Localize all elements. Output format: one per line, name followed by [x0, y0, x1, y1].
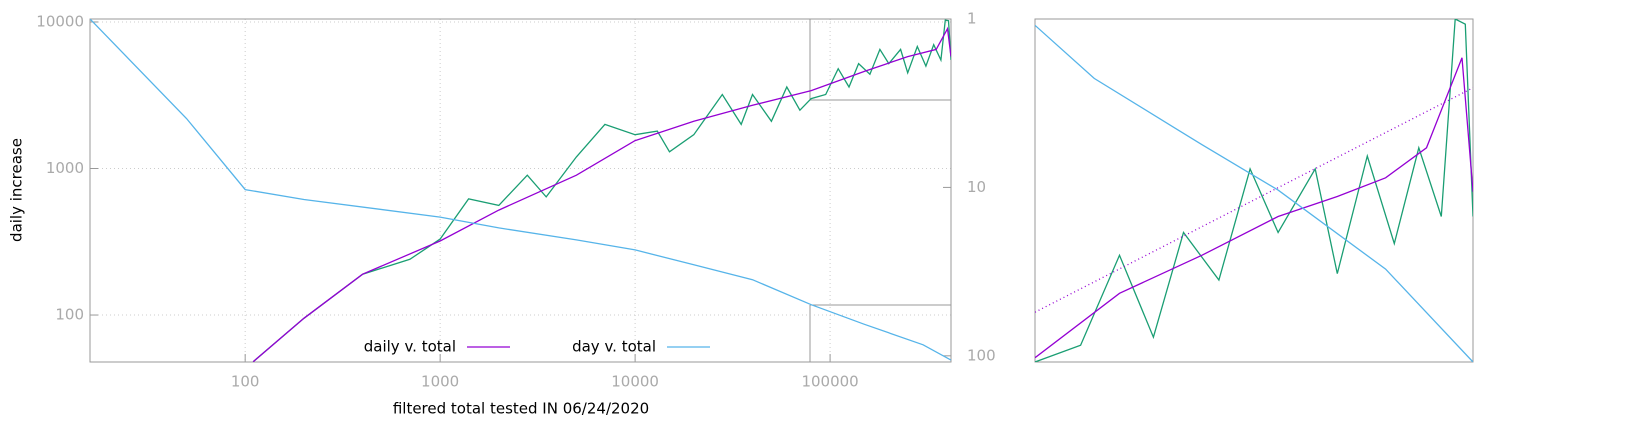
- plot-area: [1035, 19, 1473, 362]
- legend-label: daily v. total: [364, 338, 456, 356]
- x-tick-label: 10000: [611, 373, 659, 391]
- y-tick-label: 1000: [46, 159, 84, 177]
- y-tick-label: 10000: [36, 12, 84, 30]
- y-tick-label: 100: [55, 306, 84, 324]
- y2-tick-label: 10: [967, 178, 986, 196]
- series-line: [1035, 87, 1473, 313]
- zoom-markers: [809, 19, 951, 362]
- legend-label: day v. total: [572, 338, 656, 356]
- series-line: [1035, 57, 1473, 359]
- x-tick-label: 1000: [421, 373, 459, 391]
- plot-frame: [89, 18, 952, 363]
- plot-area: [90, 19, 951, 362]
- series-line: [1035, 19, 1473, 362]
- series-line: [252, 26, 951, 362]
- x-tick-label: 100: [231, 373, 260, 391]
- y2-tick-label: 100: [967, 346, 996, 364]
- y2-tick-label: 1: [967, 10, 977, 28]
- y-axis-label: daily increase: [8, 138, 26, 242]
- series-line: [90, 19, 951, 361]
- x-tick-label: 100000: [801, 373, 858, 391]
- x-axis-label: filtered total tested IN 06/24/2020: [393, 400, 649, 418]
- series-line: [1035, 24, 1473, 362]
- series-line: [252, 19, 951, 362]
